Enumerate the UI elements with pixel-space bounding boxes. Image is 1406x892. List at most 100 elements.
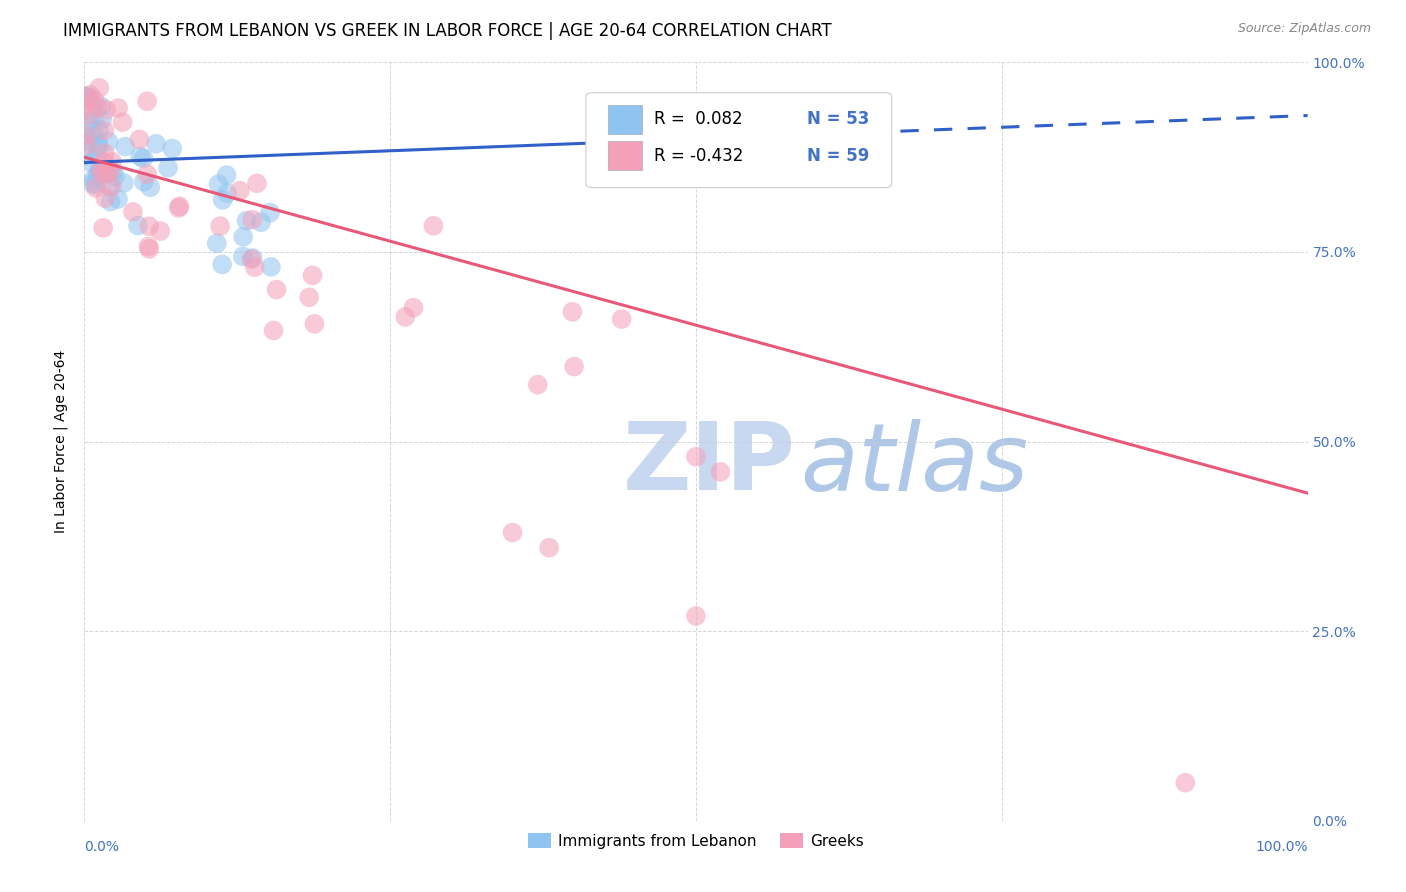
Point (169, 199, 191, 213)
Point (79, 114, 101, 128)
Point (107, 101, 129, 115)
Point (87, 136, 110, 151)
Point (129, 149, 152, 163)
Point (127, 219, 149, 233)
Point (90, 165, 112, 179)
Point (111, 115, 134, 129)
FancyBboxPatch shape (607, 105, 643, 134)
Point (87, 162, 110, 177)
Point (136, 95, 159, 109)
Point (93, 146, 115, 161)
Point (122, 205, 145, 219)
Point (157, 161, 180, 175)
Point (79, 108, 101, 122)
Point (217, 186, 239, 201)
Point (149, 224, 172, 238)
Text: Source: ZipAtlas.com: Source: ZipAtlas.com (1237, 22, 1371, 36)
Text: R = -0.432: R = -0.432 (654, 146, 744, 165)
Text: R =  0.082: R = 0.082 (654, 111, 742, 128)
Point (96, 103, 118, 117)
Point (211, 193, 233, 207)
Point (87, 139, 110, 153)
Point (73, 149, 96, 163)
Point (83, 172, 105, 186)
Point (229, 184, 252, 198)
Point (93, 123, 115, 137)
Text: 0.0%: 0.0% (84, 839, 120, 854)
Point (240, 212, 263, 227)
Point (298, 290, 321, 304)
Point (243, 260, 266, 274)
Point (132, 175, 155, 189)
Point (232, 230, 254, 244)
Point (250, 215, 273, 229)
Point (100, 163, 122, 178)
Point (205, 236, 228, 251)
Point (87, 123, 110, 137)
Point (246, 177, 269, 191)
Point (301, 268, 323, 283)
Point (107, 192, 129, 206)
Point (94, 191, 117, 205)
Point (562, 359, 585, 374)
Point (139, 180, 162, 194)
Point (162, 141, 184, 155)
Point (77, 134, 100, 148)
Point (93, 155, 115, 169)
Point (89, 80, 111, 95)
Point (685, 450, 707, 464)
Point (209, 219, 232, 234)
Point (83, 113, 105, 128)
Point (215, 168, 238, 182)
Point (167, 201, 190, 215)
Point (211, 257, 233, 271)
Point (86, 100, 108, 114)
Point (97, 135, 120, 149)
Point (83, 129, 105, 144)
Point (86, 169, 108, 183)
Point (207, 177, 229, 191)
Point (235, 213, 257, 227)
Point (86, 148, 108, 162)
Point (91, 112, 114, 127)
Point (91, 166, 114, 180)
Point (232, 249, 254, 263)
FancyBboxPatch shape (586, 93, 891, 187)
Point (89, 163, 111, 178)
Text: atlas: atlas (800, 418, 1028, 510)
Point (114, 139, 136, 153)
Point (84, 180, 107, 194)
Point (100, 194, 122, 209)
Point (101, 165, 124, 179)
Point (83, 94, 105, 108)
Point (79, 91, 101, 105)
Point (394, 310, 416, 324)
Point (75, 128, 97, 142)
Point (538, 541, 561, 555)
Point (73, 101, 96, 115)
Point (138, 219, 160, 234)
Point (75, 90, 97, 104)
Point (260, 260, 283, 274)
Y-axis label: In Labor Force | Age 20-64: In Labor Force | Age 20-64 (53, 350, 69, 533)
Point (402, 301, 425, 315)
Point (76, 91, 98, 105)
Point (101, 154, 124, 169)
Point (104, 169, 127, 184)
Point (79, 87, 101, 102)
Point (75, 89, 97, 103)
Point (240, 252, 263, 266)
Text: IMMIGRANTS FROM LEBANON VS GREEK IN LABOR FORCE | AGE 20-64 CORRELATION CHART: IMMIGRANTS FROM LEBANON VS GREEK IN LABO… (63, 22, 832, 40)
Point (91, 220, 114, 235)
Point (561, 305, 583, 319)
Point (709, 465, 731, 479)
Point (527, 377, 550, 392)
Text: N = 59: N = 59 (807, 146, 870, 165)
Point (82, 100, 104, 114)
Point (84, 178, 107, 192)
Point (259, 205, 281, 219)
Point (502, 525, 524, 540)
Point (422, 219, 444, 233)
Point (128, 132, 150, 146)
Point (90, 99, 112, 113)
